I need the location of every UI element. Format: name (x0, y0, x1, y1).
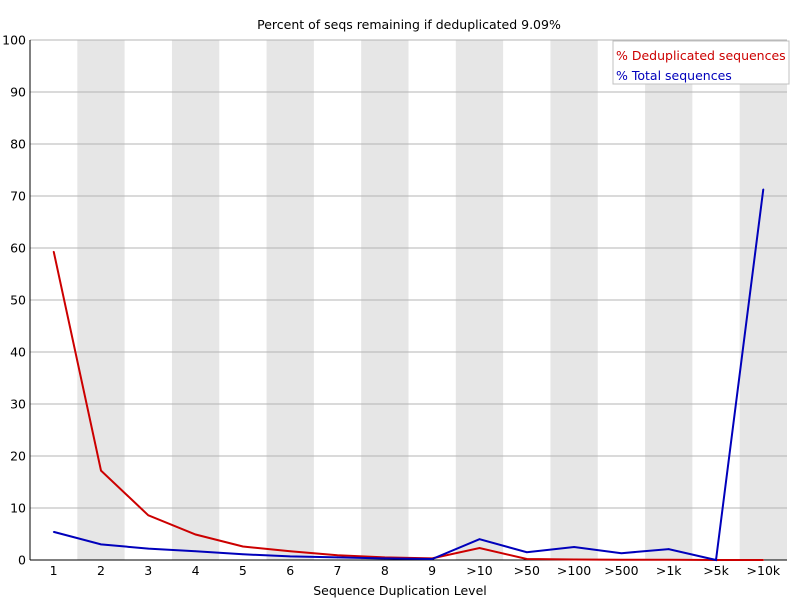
x-tick-label: 2 (97, 563, 105, 578)
x-tick-label: 5 (239, 563, 247, 578)
y-tick-label: 90 (10, 85, 26, 100)
data-point-s1-2 (147, 547, 150, 550)
series-line-1 (53, 189, 765, 562)
data-point-s0-12 (620, 558, 623, 561)
data-point-s0-15 (762, 559, 765, 561)
y-tick-label: 10 (10, 501, 26, 516)
legend-entry-deduplicated: % Deduplicated sequences (616, 48, 786, 63)
data-point-s1-11 (573, 546, 575, 548)
x-tick-label: 4 (192, 563, 200, 578)
data-point-s1-1 (100, 543, 102, 546)
y-tick-labels: 0 10 20 30 40 50 60 70 80 90 100 (2, 33, 26, 568)
y-tick-label: 100 (2, 33, 26, 48)
data-point-s0-3 (194, 533, 197, 536)
data-point-s0-9 (478, 547, 481, 549)
legend: % Deduplicated sequences % Total sequenc… (612, 40, 790, 85)
y-tick-label: 50 (10, 293, 26, 308)
x-tick-label: >5k (703, 563, 729, 578)
data-point-s0-11 (573, 558, 575, 561)
legend-entry-total: % Total sequences (616, 68, 732, 83)
y-tick-label: 30 (10, 397, 26, 412)
data-point-s1-8 (431, 558, 433, 560)
data-point-s0-13 (667, 558, 670, 561)
x-tick-label: >100 (557, 563, 591, 578)
y-tick-label: 0 (18, 553, 26, 568)
data-point-s0-6 (336, 554, 339, 557)
x-tick-label: >500 (604, 563, 638, 578)
data-point-s1-12 (620, 552, 623, 555)
data-point-s1-13 (667, 548, 670, 550)
data-point-s1-15 (762, 188, 765, 191)
data-point-s0-1 (100, 469, 102, 472)
legend-box (612, 40, 790, 85)
x-tick-label: >50 (514, 563, 540, 578)
data-point-s0-0 (52, 250, 55, 253)
data-point-s1-9 (478, 538, 481, 540)
x-tick-label: 6 (286, 563, 294, 578)
x-tick-label: >1k (656, 563, 682, 578)
x-tick-label: >10k (747, 563, 781, 578)
y-tick-label: 80 (10, 137, 26, 152)
data-point-s0-10 (525, 558, 528, 560)
data-point-s1-4 (242, 553, 244, 556)
data-point-s0-4 (242, 545, 244, 548)
series-lines (52, 188, 765, 562)
data-point-s1-6 (336, 556, 339, 559)
data-point-s1-14 (715, 559, 717, 561)
x-axis-title: Sequence Duplication Level (313, 583, 487, 598)
x-tick-label: 3 (144, 563, 152, 578)
x-tick-label: 7 (334, 563, 342, 578)
data-point-s1-10 (525, 551, 528, 553)
y-tick-label: 70 (10, 189, 26, 204)
y-tick-label: 60 (10, 241, 26, 256)
y-tick-label: 20 (10, 449, 26, 464)
data-point-s1-7 (384, 557, 386, 560)
data-point-s0-2 (147, 514, 150, 517)
x-tick-label: 9 (428, 563, 436, 578)
data-point-s0-5 (289, 550, 292, 552)
x-tick-label: >10 (466, 563, 492, 578)
data-point-s1-0 (52, 531, 55, 533)
chart-title: Percent of seqs remaining if deduplicate… (257, 17, 561, 32)
x-tick-label: 8 (381, 563, 389, 578)
x-tick-label: 1 (50, 563, 58, 578)
data-point-s1-5 (289, 555, 292, 558)
x-tick-labels: 1 2 3 4 5 6 7 8 9 >10 >50 >100 >500 >1k >5k >10k (50, 563, 781, 578)
y-tick-label: 40 (10, 345, 26, 360)
data-point-s1-3 (194, 550, 197, 552)
